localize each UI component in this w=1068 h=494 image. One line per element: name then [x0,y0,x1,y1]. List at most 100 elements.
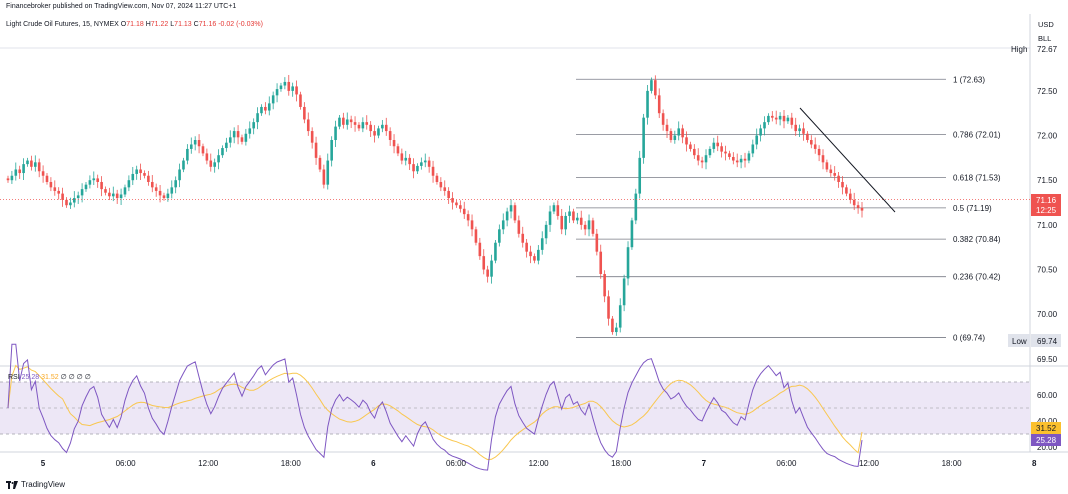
candle-body [825,162,829,170]
candle-body [509,205,513,212]
candle-body [685,137,688,145]
candle-body [771,115,774,118]
candle-body [123,187,127,195]
candle-body [162,195,166,199]
candle-body [712,142,716,149]
candle-body [72,198,76,203]
currency-line1[interactable]: USD [1038,20,1054,29]
candle-body [817,148,821,156]
fib-level-label: 0.786 (72.01) [953,131,1001,140]
candle-body [755,135,759,145]
candle-body [384,124,388,132]
rsi-legend-ma: 31.52 [41,374,59,381]
candle-body [174,180,177,188]
candle-body [345,119,349,125]
candle-body [314,142,318,158]
candle-body [767,115,770,123]
candle-body [287,81,291,91]
candle-body [10,175,14,181]
candle-body [681,128,684,138]
price-badge: 71.16 12:25 [1031,194,1061,216]
candle-body [377,128,380,136]
publisher-line: Financebroker published on TradingView.c… [6,3,237,10]
time-tick-label: 5 [41,459,46,468]
time-tick-label: 18:00 [611,459,632,468]
currency-line2[interactable]: BLL [1038,34,1051,43]
time-axis[interactable]: 5 06:00 12:00 18:00 6 06:00 12:00 18:00 7 06:00 12… [41,459,1037,468]
candle-body [295,86,298,95]
candle-body [408,157,411,165]
candle-body [845,187,848,194]
rsi-tick-label: 40.00 [1037,417,1058,426]
candle-body [498,229,501,243]
fib-level-label: 0.236 (70.42) [953,273,1001,282]
candle-body [829,169,833,174]
candle-body [595,233,599,252]
rsi-badge: 25.28 [1031,434,1061,446]
candle-body [111,193,115,197]
time-tick-label: 18:00 [942,459,963,468]
rsi-lines [7,343,863,471]
candle-body [221,148,224,156]
candle-body [802,128,805,134]
trendline[interactable] [799,107,896,213]
candle-body [213,162,216,167]
candle-body [127,180,131,188]
candle-body [396,146,400,154]
candle-body [728,153,731,157]
candle-body [143,173,146,176]
candle-body [147,175,150,182]
candle-body [427,160,431,167]
candle-body [673,135,677,141]
candle-body [591,220,595,234]
candle-body [778,115,782,120]
price-axis[interactable]: 72.50 72.00 71.50 71.00 70.50 70.00 69.50 [1037,87,1058,364]
fibonacci-retracement[interactable]: 1 (72.63) 0.786 (72.01) 0.618 (71.53) 0.5 (… [576,75,1001,342]
candle-body [318,157,322,170]
low-value-hdr: 71.13 [174,21,192,28]
candle-body [657,95,661,114]
candle-body [618,305,622,328]
candle-body [14,169,18,176]
candle-body [53,187,57,191]
candle-body [201,146,205,154]
candle-body [837,175,840,182]
candle-body [720,146,723,152]
candle-body [798,128,801,132]
candle-body [455,202,458,206]
candle-body [810,140,813,145]
candle-body [33,162,37,167]
candle-body [69,202,72,206]
candle-body [240,137,244,142]
candle-body [677,128,681,136]
candle-body [369,124,372,132]
candle-body [228,137,232,143]
rsi-tick-label: 60.00 [1037,391,1058,400]
candle-body [505,211,509,221]
low-label: Low [1012,337,1027,346]
candle-body [482,256,486,270]
high-label-hdr: H [145,21,151,28]
rsi-axis[interactable]: 60.00 40.00 20.00 [1037,391,1058,452]
candle-body [431,166,435,176]
fib-level-label: 0.618 (71.53) [953,174,1001,183]
candle-body [104,189,107,193]
candle-body [634,193,638,221]
candle-body [260,106,263,114]
candle-body [626,247,630,279]
candle-body [154,187,158,191]
symbol-title[interactable]: Light Crude Oil Futures, 15, NYMEX [6,21,119,28]
candle-body [388,131,392,141]
rsi-line [7,343,863,471]
candle-body [478,242,482,257]
candle-body [225,142,228,149]
candle-body [579,217,583,225]
rsi-legend[interactable]: RSI 25.28 31.52 ∅ ∅ ∅ ∅ [8,373,91,381]
candle-body [264,106,267,111]
candle-body [587,220,591,230]
time-tick-label: 12:00 [529,459,550,468]
candle-body [236,131,240,138]
candle-body [470,220,474,230]
candle-body [322,169,326,185]
